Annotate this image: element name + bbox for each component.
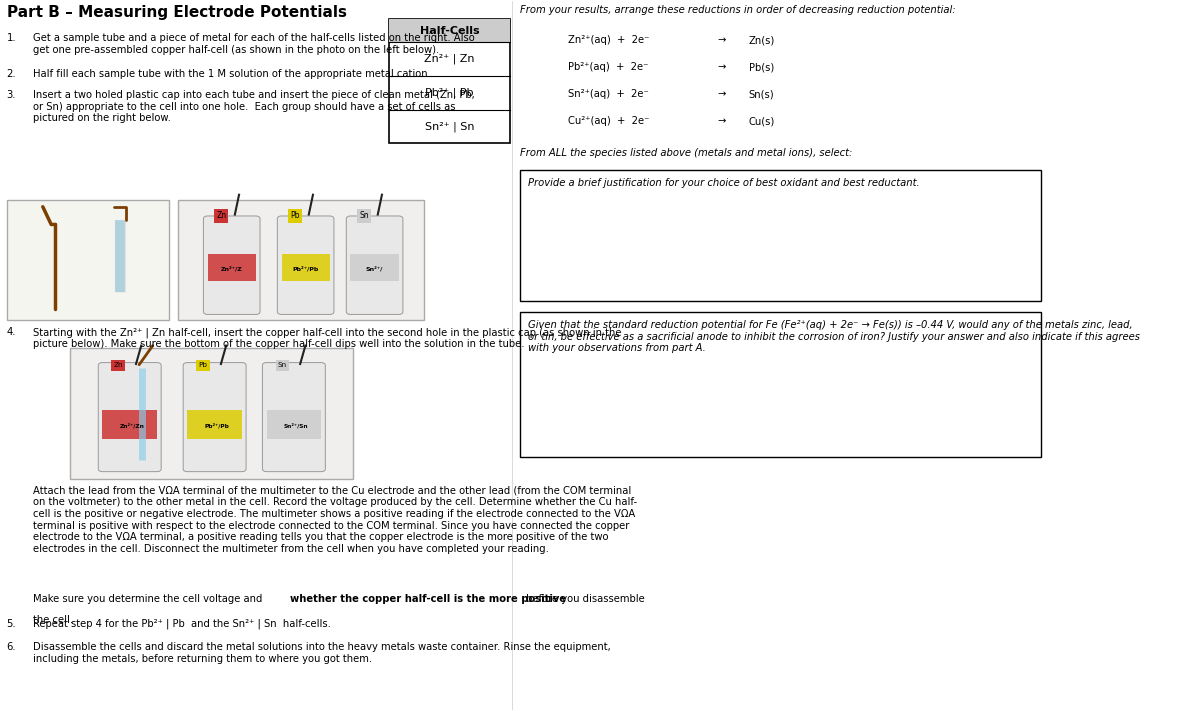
Text: Zn²⁺/Z: Zn²⁺/Z [221, 266, 242, 271]
Text: Pb²⁺ | Pb: Pb²⁺ | Pb [425, 87, 474, 98]
Text: Attach the lead from the VΩA terminal of the multimeter to the Cu electrode and : Attach the lead from the VΩA terminal of… [32, 486, 637, 554]
FancyBboxPatch shape [178, 200, 424, 320]
Text: 1.: 1. [7, 33, 17, 43]
Text: Pb²⁺/Pb: Pb²⁺/Pb [293, 266, 319, 271]
Text: Zn: Zn [114, 363, 122, 368]
Text: Get a sample tube and a piece of metal for each of the half-cells listed on the : Get a sample tube and a piece of metal f… [32, 33, 474, 55]
FancyBboxPatch shape [263, 363, 325, 471]
Text: Zn: Zn [216, 211, 227, 220]
Text: Repeat step 4 for the Pb²⁺ | Pb  and the Sn²⁺ | Sn  half-cells.: Repeat step 4 for the Pb²⁺ | Pb and the … [32, 619, 331, 629]
Text: 3.: 3. [7, 90, 16, 100]
Text: Zn²⁺(aq)  +  2e⁻: Zn²⁺(aq) + 2e⁻ [568, 36, 649, 46]
Text: From ALL the species listed above (metals and metal ions), select:: From ALL the species listed above (metal… [521, 148, 853, 158]
Text: Zn(s): Zn(s) [749, 36, 775, 46]
FancyBboxPatch shape [102, 410, 157, 439]
Text: Cu²⁺(aq)  +  2e⁻: Cu²⁺(aq) + 2e⁻ [568, 116, 649, 126]
Text: Sn²⁺/: Sn²⁺/ [366, 266, 383, 271]
FancyBboxPatch shape [184, 363, 246, 471]
Text: Provide a brief justification for your choice of best oxidant and best reductant: Provide a brief justification for your c… [528, 178, 919, 188]
Text: Pb²⁺/Pb: Pb²⁺/Pb [204, 423, 229, 429]
Text: before you disassemble: before you disassemble [523, 594, 646, 604]
FancyBboxPatch shape [187, 410, 242, 439]
Text: Zn²⁺ | Zn: Zn²⁺ | Zn [425, 54, 475, 65]
Text: From your results, arrange these reductions in order of decreasing reduction pot: From your results, arrange these reducti… [521, 5, 956, 15]
FancyBboxPatch shape [350, 255, 398, 282]
FancyBboxPatch shape [521, 170, 1042, 301]
Text: Sn(s): Sn(s) [749, 89, 774, 100]
Text: Cu(s): Cu(s) [749, 116, 775, 126]
FancyBboxPatch shape [98, 363, 161, 471]
FancyBboxPatch shape [521, 311, 1042, 456]
Text: Sn²⁺/Sn: Sn²⁺/Sn [283, 423, 308, 429]
Text: Sn²⁺ | Sn: Sn²⁺ | Sn [425, 121, 474, 132]
FancyBboxPatch shape [7, 200, 169, 320]
FancyBboxPatch shape [266, 410, 322, 439]
FancyBboxPatch shape [389, 19, 510, 143]
Text: →: → [718, 36, 726, 46]
FancyBboxPatch shape [208, 255, 256, 282]
Text: 5.: 5. [7, 619, 17, 629]
Text: Insert a two holed plastic cap into each tube and insert the piece of clean meta: Insert a two holed plastic cap into each… [32, 90, 474, 123]
Text: Pb: Pb [198, 363, 208, 368]
Text: Sn: Sn [277, 363, 287, 368]
Text: 2.: 2. [7, 69, 17, 79]
FancyBboxPatch shape [204, 216, 260, 314]
FancyBboxPatch shape [70, 348, 353, 479]
Text: Starting with the Zn²⁺ | Zn half-cell, insert the copper half-cell into the seco: Starting with the Zn²⁺ | Zn half-cell, i… [32, 327, 622, 349]
FancyBboxPatch shape [389, 19, 510, 43]
Text: Pb²⁺(aq)  +  2e⁻: Pb²⁺(aq) + 2e⁻ [568, 63, 648, 73]
Text: Pb: Pb [290, 211, 300, 220]
FancyBboxPatch shape [277, 216, 334, 314]
Text: Pb(s): Pb(s) [749, 63, 774, 73]
Text: 4.: 4. [7, 327, 16, 337]
Text: →: → [718, 63, 726, 73]
Text: →: → [718, 116, 726, 126]
Text: Given that the standard reduction potential for Fe (Fe²⁺(aq) + 2e⁻ → Fe(s)) is –: Given that the standard reduction potent… [528, 320, 1140, 353]
Text: Make sure you determine the cell voltage and: Make sure you determine the cell voltage… [32, 594, 265, 604]
Text: Part B – Measuring Electrode Potentials: Part B – Measuring Electrode Potentials [7, 5, 347, 20]
Text: →: → [718, 89, 726, 100]
Text: Half-Cells: Half-Cells [420, 26, 479, 36]
FancyBboxPatch shape [347, 216, 403, 314]
Text: Sn²⁺(aq)  +  2e⁻: Sn²⁺(aq) + 2e⁻ [568, 89, 648, 100]
Text: Sn: Sn [359, 211, 368, 220]
Text: Zn²⁺/Zn: Zn²⁺/Zn [119, 423, 144, 429]
Text: 6.: 6. [7, 642, 17, 652]
Text: the cell.: the cell. [32, 616, 73, 626]
Text: Half fill each sample tube with the 1 M solution of the appropriate metal cation: Half fill each sample tube with the 1 M … [32, 69, 431, 79]
Text: Disassemble the cells and discard the metal solutions into the heavy metals wast: Disassemble the cells and discard the me… [32, 642, 611, 664]
FancyBboxPatch shape [282, 255, 330, 282]
Text: whether the copper half-cell is the more positive: whether the copper half-cell is the more… [289, 594, 566, 604]
